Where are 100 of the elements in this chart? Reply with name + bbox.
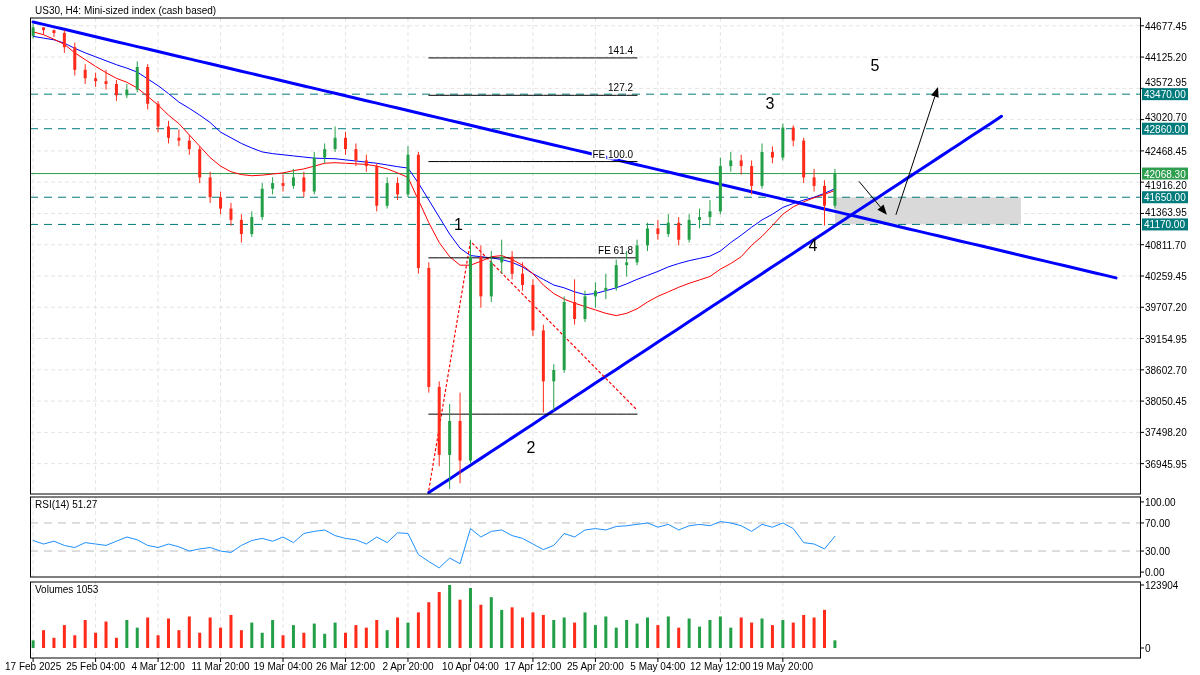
bar — [198, 632, 202, 648]
candlestick — [31, 22, 35, 40]
bar — [458, 599, 462, 648]
candlestick — [62, 29, 66, 54]
y-tick-label: 0.00 — [1145, 567, 1165, 579]
candlestick — [354, 142, 358, 167]
bar — [448, 585, 452, 648]
x-tick-label: 19 Mar 04:00 — [253, 661, 313, 672]
bar — [208, 617, 212, 648]
x-tick-label: 17 Feb 2025 — [5, 661, 62, 672]
bar — [531, 612, 535, 648]
x-tick-label: 4 Mar 12:00 — [131, 661, 186, 672]
bar — [552, 620, 556, 648]
candlestick — [708, 199, 712, 227]
bar — [333, 622, 337, 648]
bar — [42, 630, 46, 648]
candlestick — [614, 259, 618, 292]
bar — [666, 616, 670, 648]
bar — [739, 617, 743, 648]
bar — [718, 616, 722, 648]
bar — [375, 620, 379, 648]
candlestick — [677, 216, 681, 246]
y-tick-label: 43020.70 — [1145, 111, 1188, 123]
candlestick — [187, 134, 191, 156]
bar — [822, 609, 826, 648]
x-tick-label: 2 Apr 20:00 — [382, 661, 434, 672]
candlestick — [219, 191, 223, 215]
bar — [73, 635, 77, 648]
bar — [614, 627, 618, 648]
y-tick-label: 41916.20 — [1145, 180, 1188, 192]
candlestick — [573, 278, 577, 326]
candlestick — [510, 250, 514, 280]
candlestick — [281, 174, 285, 193]
bar — [729, 627, 733, 648]
ref-line-label: 41170.00 — [1144, 219, 1186, 231]
series-label: 141.4 — [608, 44, 634, 56]
bar — [656, 625, 660, 648]
y-tick-label: 30.00 — [1145, 546, 1171, 558]
bar — [291, 625, 295, 648]
bar — [781, 620, 785, 648]
annotation: 5 — [870, 57, 880, 74]
bar — [146, 617, 150, 648]
x-tick-label: 10 Apr 04:00 — [442, 661, 500, 672]
y-tick-label: 37498.20 — [1145, 427, 1188, 439]
candlestick — [333, 125, 337, 153]
annotation: 4 — [808, 237, 818, 254]
bar — [187, 616, 191, 648]
bar — [593, 625, 597, 648]
candlestick — [239, 213, 243, 244]
bar — [229, 614, 233, 648]
y-tick-label: 44677.45 — [1145, 20, 1188, 32]
ref-line-label: 42860.00 — [1144, 123, 1187, 135]
bar — [406, 622, 410, 648]
bar — [489, 597, 493, 648]
bar — [62, 625, 66, 648]
candlestick — [645, 222, 649, 252]
bar — [364, 627, 368, 648]
ref-line-label: 42068.30 — [1144, 168, 1187, 180]
annotation: 1 — [454, 215, 464, 233]
candlestick — [604, 273, 608, 300]
ref-line-label: 43470.00 — [1144, 89, 1187, 101]
candlestick — [583, 290, 587, 323]
candlestick — [656, 219, 660, 241]
y-tick-label: 42468.45 — [1145, 145, 1188, 157]
candlestick — [396, 176, 400, 201]
candlestick — [229, 202, 233, 227]
ref-line-label: 41650.00 — [1144, 192, 1187, 204]
x-tick-label: 11 Mar 20:00 — [191, 661, 251, 672]
bar — [500, 609, 504, 648]
bar — [396, 617, 400, 648]
bar — [219, 627, 223, 648]
bar — [385, 630, 389, 648]
y-tick-label: 36945.95 — [1145, 458, 1188, 470]
x-tick-label: 5 May 04:00 — [630, 661, 686, 672]
y-tick-label: 0 — [1145, 642, 1151, 654]
candlestick — [739, 154, 743, 176]
candlestick — [344, 131, 348, 156]
bar — [135, 627, 139, 648]
candlestick — [114, 79, 118, 102]
line-series — [32, 521, 836, 569]
bar — [698, 626, 702, 648]
bar — [812, 617, 816, 648]
candlestick — [791, 124, 795, 147]
bar — [604, 616, 608, 648]
candlestick — [750, 159, 754, 195]
y-tick-label: 40811.70 — [1145, 239, 1187, 251]
y-tick-label: 44125.20 — [1145, 52, 1188, 64]
bar — [302, 632, 306, 648]
bar — [708, 620, 712, 648]
bar — [260, 632, 264, 648]
candlestick — [177, 128, 181, 147]
bar — [83, 620, 87, 648]
y-tick-label: 38050.45 — [1145, 396, 1188, 408]
chart-title: RSI(14) 51.27 — [35, 499, 98, 510]
bar — [645, 617, 649, 648]
bar — [541, 614, 545, 648]
y-tick-label: 38602.70 — [1145, 364, 1188, 376]
bar — [52, 637, 56, 648]
candlestick — [635, 239, 639, 266]
bar — [312, 623, 316, 648]
